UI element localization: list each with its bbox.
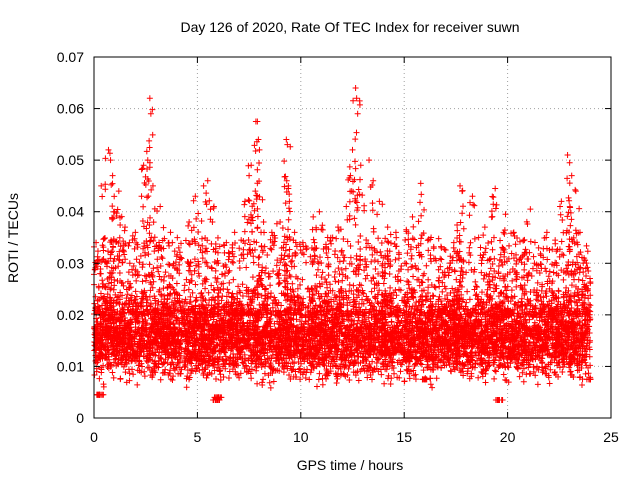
data-points — [91, 84, 594, 403]
data-point — [514, 364, 521, 371]
data-point — [266, 379, 273, 386]
data-point — [559, 369, 566, 376]
data-point — [218, 297, 225, 304]
data-point — [134, 381, 141, 388]
data-point — [188, 360, 195, 367]
data-point — [536, 317, 543, 324]
data-point — [449, 297, 456, 304]
data-point — [173, 317, 180, 324]
data-point — [226, 368, 233, 375]
data-point — [355, 377, 362, 384]
data-point — [316, 370, 323, 377]
data-point — [169, 377, 176, 384]
data-point — [261, 352, 268, 359]
data-point — [341, 371, 348, 378]
data-point — [520, 378, 527, 385]
data-point — [373, 365, 380, 372]
data-point — [338, 347, 345, 354]
data-point — [369, 376, 376, 383]
data-point — [433, 375, 440, 382]
data-point — [502, 376, 509, 383]
data-point — [545, 372, 552, 379]
data-point — [289, 367, 296, 374]
data-point — [582, 370, 589, 377]
data-point — [268, 365, 275, 372]
data-point — [267, 384, 274, 391]
data-point — [212, 376, 219, 383]
data-point — [254, 380, 261, 387]
data-point — [406, 375, 413, 382]
data-point — [211, 367, 218, 374]
data-point — [345, 365, 352, 372]
data-point — [261, 370, 268, 377]
data-point — [306, 376, 313, 383]
data-point — [104, 291, 111, 298]
data-point — [434, 313, 441, 320]
data-point — [225, 374, 232, 381]
data-point — [492, 368, 499, 375]
data-point — [401, 378, 408, 385]
data-point — [417, 317, 424, 324]
data-point — [412, 371, 419, 378]
data-point — [567, 368, 574, 375]
data-point — [500, 371, 507, 378]
data-point — [154, 346, 161, 353]
data-point — [106, 356, 113, 363]
data-point — [532, 372, 539, 379]
data-point — [439, 288, 446, 295]
data-point — [295, 366, 302, 373]
data-point — [315, 376, 322, 383]
data-point — [302, 374, 309, 381]
data-point — [183, 384, 190, 391]
data-point — [253, 367, 260, 374]
data-point — [183, 375, 190, 382]
data-point — [110, 374, 117, 381]
data-point — [466, 296, 473, 303]
data-point — [503, 377, 510, 384]
data-point — [170, 373, 177, 380]
data-point — [102, 354, 109, 361]
data-point — [585, 370, 592, 377]
data-point — [538, 298, 545, 305]
data-point — [192, 368, 199, 375]
data-point — [209, 362, 216, 369]
data-point — [204, 362, 211, 369]
data-point — [287, 376, 294, 383]
data-point — [307, 369, 314, 376]
data-point — [363, 293, 370, 300]
data-point — [130, 371, 137, 378]
data-point — [555, 373, 562, 380]
data-point — [482, 379, 489, 386]
data-point — [149, 357, 156, 364]
data-point — [325, 360, 332, 367]
data-point — [301, 368, 307, 375]
data-point — [355, 353, 362, 360]
data-point — [546, 380, 553, 387]
data-point — [293, 374, 300, 381]
data-point — [141, 373, 148, 380]
data-point — [540, 367, 547, 374]
data-point — [237, 370, 244, 377]
data-point — [230, 350, 237, 357]
data-point — [587, 362, 594, 369]
data-point — [220, 373, 227, 380]
data-point — [304, 366, 311, 373]
data-point — [529, 347, 536, 354]
data-point — [297, 376, 304, 383]
data-point — [347, 338, 354, 345]
data-point — [443, 362, 450, 369]
data-point — [491, 375, 498, 382]
data-point — [346, 377, 353, 384]
data-point — [122, 369, 129, 376]
data-point — [465, 365, 472, 372]
data-point — [409, 324, 416, 331]
data-point — [216, 368, 223, 375]
